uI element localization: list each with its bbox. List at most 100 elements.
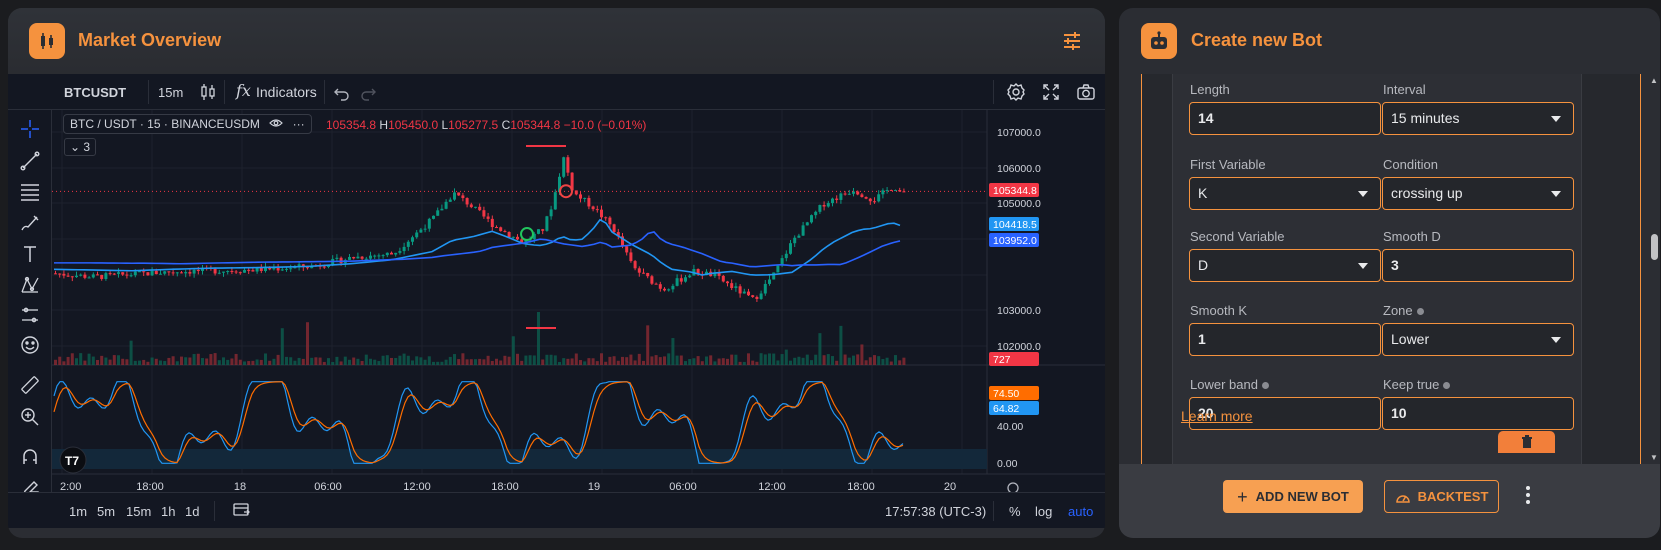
form-scrollbar[interactable]: ▲ ▼	[1648, 74, 1660, 464]
volume-bar	[75, 358, 78, 365]
volume-bar	[54, 359, 57, 365]
info-icon[interactable]	[1261, 382, 1269, 390]
zone-select[interactable]: Lower	[1382, 323, 1574, 356]
candle-body	[629, 252, 633, 262]
legend-quote: USDT	[104, 117, 137, 131]
undo-icon[interactable]	[332, 82, 352, 102]
volume-bar	[352, 357, 356, 365]
indicators-fx-icon[interactable]: fx	[236, 81, 251, 100]
log-scale-toggle[interactable]: log	[1035, 504, 1053, 519]
length-input[interactable]: 14	[1189, 102, 1381, 135]
magnet-icon[interactable]	[19, 446, 41, 468]
volume-bar	[104, 357, 108, 365]
zoom-in-icon[interactable]	[19, 406, 41, 428]
osc-axis-label: 40.00	[997, 421, 1023, 433]
ruler-icon[interactable]	[19, 374, 41, 396]
range-1h[interactable]: 1h	[161, 504, 176, 519]
volume-bar	[415, 356, 419, 365]
symbol-button[interactable]: BTCUSDT	[64, 85, 127, 100]
volume-bar	[87, 353, 91, 365]
auto-scale-toggle[interactable]: auto	[1068, 504, 1094, 519]
candle-body	[423, 228, 427, 230]
dropdown-caret-icon	[1358, 191, 1368, 197]
redo-icon[interactable]	[358, 82, 378, 102]
more-options-icon[interactable]	[1524, 486, 1532, 506]
lower-band-input[interactable]: 20	[1189, 397, 1381, 430]
candle-body	[465, 198, 469, 205]
date-range-icon[interactable]	[233, 502, 251, 521]
candle-body	[671, 285, 675, 290]
candle-body	[570, 172, 574, 191]
indicator-count-toggle[interactable]: ⌄ 3	[64, 138, 97, 156]
candle-body	[335, 257, 339, 259]
learn-more-link[interactable]: Learn more	[1181, 408, 1253, 424]
price-chart-canvas[interactable]: 107000.0 106000.0 105000.0 103000.0 102000.0…	[52, 110, 1105, 494]
first-variable-select[interactable]: K	[1189, 177, 1381, 210]
scrollbar-thumb[interactable]	[1651, 234, 1658, 260]
range-15m[interactable]: 15m	[126, 504, 152, 519]
chart-settings-gear-icon[interactable]	[1006, 82, 1026, 102]
volume-bar	[616, 360, 620, 365]
range-1m[interactable]: 1m	[69, 504, 88, 519]
chart-type-candles-icon[interactable]	[198, 82, 218, 102]
tradingview-logo-icon	[59, 446, 87, 474]
candle-body	[894, 190, 897, 192]
time-axis-label: 18:00	[491, 481, 519, 493]
pattern-tool-icon[interactable]	[19, 274, 41, 296]
candle-body	[621, 236, 624, 247]
more-dots-icon[interactable]: ···	[292, 117, 305, 131]
indicators-button[interactable]: Indicators	[256, 84, 317, 100]
chart-clock[interactable]: 17:57:38 (UTC-3)	[885, 504, 987, 519]
keep-true-input[interactable]: 10	[1382, 397, 1574, 430]
percent-scale-toggle[interactable]: %	[1009, 504, 1021, 519]
scroll-down-arrow-icon[interactable]: ▼	[1650, 453, 1658, 462]
candle-body	[625, 246, 629, 253]
range-5m[interactable]: 5m	[97, 504, 116, 519]
interval-select[interactable]: 15 minutes	[1382, 102, 1574, 135]
volume-bar	[310, 357, 314, 365]
volume-bar	[717, 358, 721, 365]
text-tool-icon[interactable]	[19, 243, 41, 265]
candle-body	[558, 176, 561, 193]
trash-icon	[1521, 435, 1532, 448]
bot-form-scroll-area[interactable]: Length 14 Interval 15 minutes First Vari…	[1141, 74, 1641, 464]
price-axis-label: 107000.0	[997, 127, 1041, 139]
volume-bar	[814, 354, 818, 365]
trend-line-icon[interactable]	[19, 150, 41, 172]
second-variable-select[interactable]: D	[1189, 249, 1381, 282]
smooth-k-input[interactable]: 1	[1189, 323, 1381, 356]
sliders-settings-icon[interactable]	[1061, 30, 1083, 52]
condition-select[interactable]: crossing up	[1382, 177, 1574, 210]
dropdown-caret-icon	[1551, 191, 1561, 197]
candle-body	[579, 194, 582, 199]
candle-body	[679, 278, 683, 282]
eye-icon[interactable]	[269, 117, 286, 131]
volume-bar	[675, 355, 679, 365]
fullscreen-icon[interactable]	[1041, 82, 1061, 102]
info-icon[interactable]	[1416, 308, 1424, 316]
candle-body	[822, 205, 826, 207]
scroll-up-arrow-icon[interactable]: ▲	[1650, 76, 1658, 85]
smooth-d-input[interactable]: 3	[1382, 249, 1574, 282]
volume-bar	[516, 353, 519, 365]
measure-forecast-icon[interactable]	[19, 304, 41, 326]
candle-body	[717, 273, 721, 276]
delete-condition-button[interactable]	[1498, 431, 1555, 453]
candle-body	[385, 252, 389, 256]
volume-bar	[507, 356, 511, 365]
candle-body	[801, 225, 805, 236]
timeframe-button[interactable]: 15m	[158, 85, 184, 100]
backtest-button[interactable]: BACKTEST	[1384, 480, 1499, 513]
range-1d[interactable]: 1d	[185, 504, 200, 519]
emoji-icon[interactable]	[19, 334, 41, 356]
camera-snapshot-icon[interactable]	[1076, 82, 1096, 102]
fib-lines-icon[interactable]	[19, 181, 41, 203]
crosshair-icon[interactable]	[19, 118, 41, 140]
add-new-bot-button[interactable]: + ADD NEW BOT	[1223, 480, 1363, 513]
candle-body	[226, 271, 230, 273]
brush-icon[interactable]	[19, 212, 41, 234]
info-icon[interactable]	[1443, 382, 1451, 390]
backtest-label: BACKTEST	[1417, 489, 1489, 504]
time-axis-label: 18:00	[847, 481, 875, 493]
candle-body	[675, 278, 679, 286]
